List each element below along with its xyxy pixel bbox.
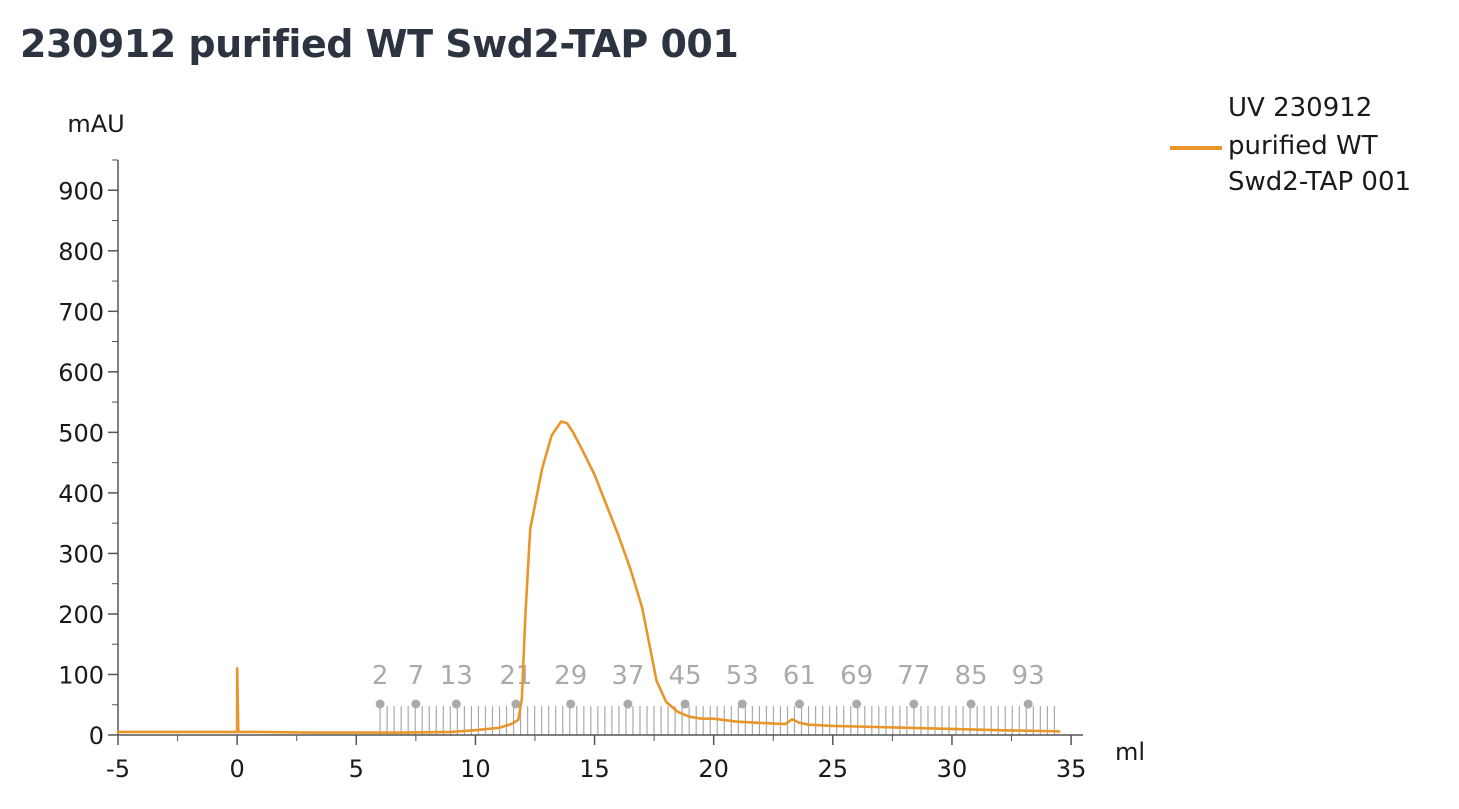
chart-title: 230912 purified WT Swd2-TAP 001 bbox=[20, 22, 739, 66]
y-tick-label: 500 bbox=[58, 419, 104, 447]
y-tick-label: 900 bbox=[58, 177, 104, 205]
legend-label-line-1: UV 230912 bbox=[1228, 93, 1373, 123]
legend-swatch bbox=[1170, 146, 1222, 150]
fraction-label: 29 bbox=[554, 661, 587, 691]
fraction-markers: 2 7 13 21 29 37 45 53 61 69 77 85 93 bbox=[372, 661, 1056, 735]
fraction-marker-dot bbox=[737, 699, 747, 709]
x-tick-label: 35 bbox=[1056, 755, 1087, 783]
y-tick-label: 800 bbox=[58, 238, 104, 266]
fraction-label: 45 bbox=[669, 661, 702, 691]
y-tick-label: 0 bbox=[89, 722, 104, 750]
x-tick-label: 25 bbox=[818, 755, 849, 783]
x-tick-label: 10 bbox=[460, 755, 491, 783]
fraction-marker-dot bbox=[411, 699, 421, 709]
x-tick-label: 15 bbox=[579, 755, 610, 783]
fraction-label: 2 bbox=[372, 661, 389, 691]
x-tick-label: 5 bbox=[349, 755, 364, 783]
fraction-label: 61 bbox=[783, 661, 816, 691]
x-tick-label: -5 bbox=[106, 755, 130, 783]
legend-label-line-3: Swd2-TAP 001 bbox=[1228, 167, 1412, 197]
fraction-marker-dot bbox=[375, 699, 385, 709]
x-tick-label: 0 bbox=[229, 755, 244, 783]
fraction-marker-dot bbox=[680, 699, 690, 709]
fraction-marker-dot bbox=[511, 699, 521, 709]
fraction-label: 93 bbox=[1012, 661, 1045, 691]
y-tick-label: 700 bbox=[58, 298, 104, 326]
y-axis-label: mAU bbox=[67, 110, 124, 138]
fraction-label: 37 bbox=[611, 661, 644, 691]
y-tick-label: 200 bbox=[58, 601, 104, 629]
fraction-marker-dot bbox=[1023, 699, 1033, 709]
fraction-marker-dot bbox=[852, 699, 862, 709]
x-axis-label: ml bbox=[1115, 738, 1145, 766]
fraction-label: 13 bbox=[440, 661, 473, 691]
fraction-label: 77 bbox=[897, 661, 930, 691]
series-line-uv bbox=[116, 420, 1061, 734]
y-tick-label: 300 bbox=[58, 540, 104, 568]
x-tick-label: 30 bbox=[937, 755, 968, 783]
y-tick-label: 100 bbox=[58, 661, 104, 689]
fraction-marker-dot bbox=[909, 699, 919, 709]
fraction-label: 69 bbox=[840, 661, 873, 691]
y-tick-label: 600 bbox=[58, 359, 104, 387]
fraction-marker-dot bbox=[966, 699, 976, 709]
legend-label-line-2: purified WT bbox=[1228, 131, 1378, 161]
fraction-marker-dot bbox=[623, 699, 633, 709]
fraction-marker-dot bbox=[451, 699, 461, 709]
x-tick-label: 20 bbox=[698, 755, 729, 783]
fraction-label: 85 bbox=[954, 661, 987, 691]
fraction-marker-dot bbox=[566, 699, 576, 709]
fraction-label: 7 bbox=[408, 661, 425, 691]
series-layer bbox=[116, 420, 1061, 734]
y-tick-label: 400 bbox=[58, 480, 104, 508]
fraction-label: 53 bbox=[726, 661, 759, 691]
fraction-label: 21 bbox=[499, 661, 532, 691]
fraction-marker-dot bbox=[794, 699, 804, 709]
